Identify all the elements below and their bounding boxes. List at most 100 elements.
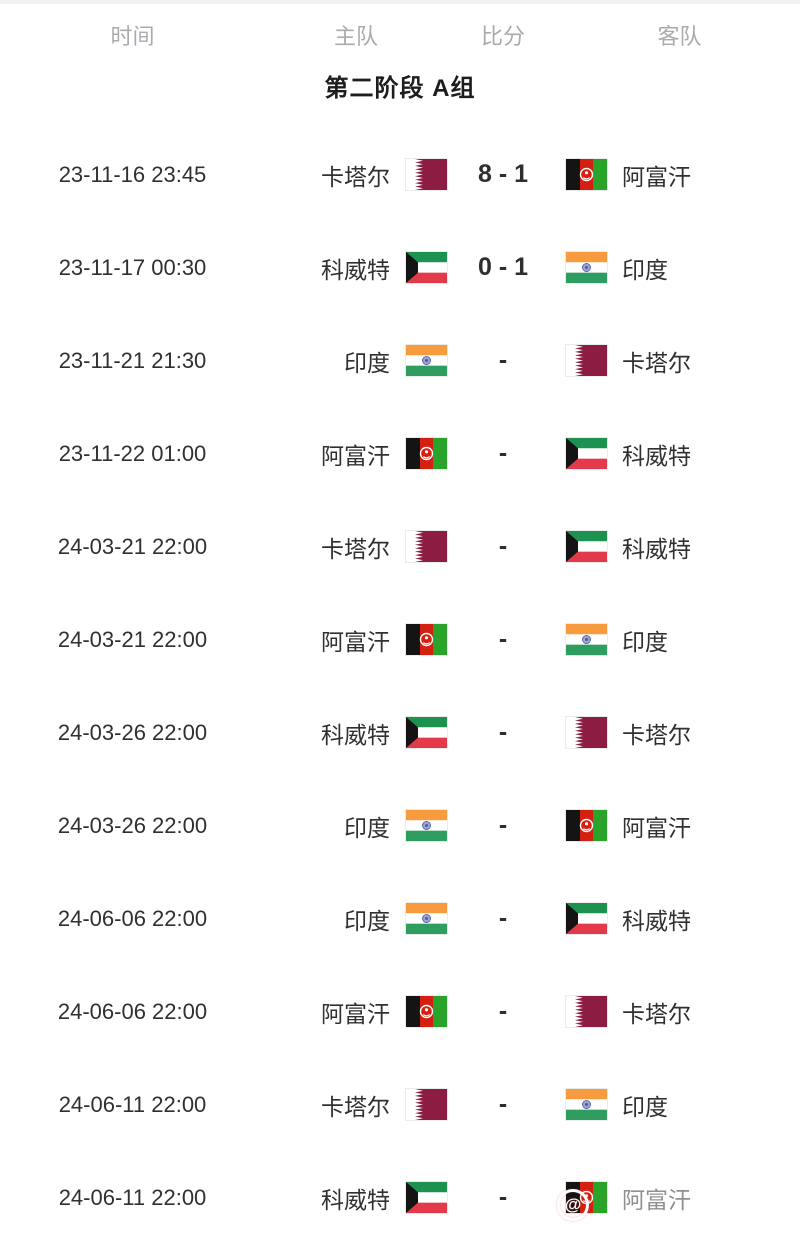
away-team-flag-icon xyxy=(566,159,607,190)
match-time: 23-11-17 00:30 xyxy=(58,254,207,280)
away-team-name: 印度 xyxy=(622,1093,668,1120)
match-time: 23-11-21 21:30 xyxy=(58,347,207,373)
match-score: - xyxy=(498,439,508,467)
home-team-cell: 印度 xyxy=(265,809,447,843)
match-time: 24-03-21 22:00 xyxy=(57,626,208,652)
match-row[interactable]: 24-03-21 22:00 阿富汗 - 印度 xyxy=(0,593,800,686)
away-team-cell: 阿富汗 xyxy=(559,809,800,843)
match-row[interactable]: 23-11-22 01:00 阿富汗 - 科威特 xyxy=(0,407,800,500)
home-team-cell: 科威特 xyxy=(265,716,447,750)
match-row[interactable]: 24-03-21 22:00 卡塔尔 - 科威特 xyxy=(0,500,800,593)
home-team-flag-icon xyxy=(406,996,447,1027)
away-team-flag-icon xyxy=(566,1089,607,1120)
home-team-name: 阿富汗 xyxy=(321,1000,390,1027)
home-team-name: 卡塔尔 xyxy=(321,535,390,562)
match-row[interactable]: 24-06-11 22:00 卡塔尔 - 印度 xyxy=(0,1058,800,1151)
home-team-cell: 印度 xyxy=(265,344,447,378)
away-team-cell: 科威特 xyxy=(559,437,800,471)
match-time: 24-06-11 22:00 xyxy=(58,1091,207,1117)
away-team-name: 科威特 xyxy=(622,907,691,934)
match-row[interactable]: 24-06-11 22:00 科威特 - @ 阿富汗 xyxy=(0,1151,800,1233)
away-team-cell: 印度 xyxy=(559,623,800,657)
away-team-cell: 卡塔尔 xyxy=(559,344,800,378)
match-score: 0 - 1 xyxy=(477,253,529,281)
away-team-flag-icon xyxy=(566,996,607,1027)
match-score: - xyxy=(498,625,508,653)
away-team-name: 卡塔尔 xyxy=(622,721,691,748)
match-score: 8 - 1 xyxy=(477,160,529,188)
match-time: 24-03-21 22:00 xyxy=(57,533,208,559)
home-team-flag-icon xyxy=(406,531,447,562)
away-team-flag-icon xyxy=(566,810,607,841)
home-team-name: 印度 xyxy=(344,814,390,841)
away-team-name: 印度 xyxy=(622,628,668,655)
home-team-flag-icon xyxy=(406,624,447,655)
match-row[interactable]: 24-03-26 22:00 印度 - 阿富汗 xyxy=(0,779,800,872)
away-team-name: 阿富汗 xyxy=(622,814,691,841)
home-team-name: 印度 xyxy=(344,907,390,934)
header-home-label: 主队 xyxy=(333,24,378,49)
home-team-cell: 阿富汗 xyxy=(265,623,447,657)
match-score: - xyxy=(498,1183,508,1211)
away-team-cell: 卡塔尔 xyxy=(559,995,800,1029)
home-team-flag-icon xyxy=(406,903,447,934)
home-team-flag-icon xyxy=(406,345,447,376)
away-team-cell: 阿富汗 xyxy=(559,158,800,192)
home-team-cell: 阿富汗 xyxy=(265,437,447,471)
away-team-flag-icon xyxy=(566,624,607,655)
home-team-cell: 科威特 xyxy=(265,251,447,285)
match-row[interactable]: 24-03-26 22:00 科威特 - 卡塔尔 xyxy=(0,686,800,779)
home-team-cell: 卡塔尔 xyxy=(265,158,447,192)
match-score: - xyxy=(498,718,508,746)
header-score-label: 比分 xyxy=(480,24,525,49)
match-score: - xyxy=(498,811,508,839)
home-team-flag-icon xyxy=(406,717,447,748)
home-team-cell: 卡塔尔 xyxy=(265,1088,447,1122)
home-team-name: 印度 xyxy=(344,349,390,376)
top-strip xyxy=(0,0,800,4)
away-team-flag-icon: @ xyxy=(557,1182,607,1221)
away-team-flag-icon xyxy=(566,717,607,748)
match-row[interactable]: 23-11-21 21:30 印度 - 卡塔尔 xyxy=(0,314,800,407)
home-team-cell: 卡塔尔 xyxy=(265,530,447,564)
match-time: 24-06-06 22:00 xyxy=(57,998,208,1024)
match-row[interactable]: 24-06-06 22:00 印度 - 科威特 xyxy=(0,872,800,965)
home-team-flag-icon xyxy=(406,810,447,841)
home-team-name: 卡塔尔 xyxy=(321,163,390,190)
away-team-cell: 科威特 xyxy=(559,530,800,564)
away-team-name: 卡塔尔 xyxy=(622,1000,691,1027)
match-time: 23-11-22 01:00 xyxy=(58,440,207,466)
home-team-name: 科威特 xyxy=(321,721,390,748)
home-team-name: 科威特 xyxy=(321,1186,390,1213)
home-team-name: 阿富汗 xyxy=(321,442,390,469)
match-time: 23-11-16 23:45 xyxy=(58,161,207,187)
away-team-name: 科威特 xyxy=(622,442,691,469)
match-time: 24-03-26 22:00 xyxy=(57,812,208,838)
match-score: - xyxy=(498,997,508,1025)
match-score: - xyxy=(498,904,508,932)
match-list: 23-11-16 23:45 卡塔尔 8 - 1 阿富汗 23-11-17 00… xyxy=(0,104,800,1233)
header-away-label: 客队 xyxy=(657,24,702,49)
away-team-name: 阿富汗 xyxy=(622,163,691,190)
match-score: - xyxy=(498,1090,508,1118)
away-team-flag-icon xyxy=(566,438,607,469)
home-team-name: 阿富汗 xyxy=(321,628,390,655)
home-team-cell: 印度 xyxy=(265,902,447,936)
home-team-flag-icon xyxy=(406,159,447,190)
home-team-cell: 科威特 xyxy=(265,1181,447,1215)
match-time: 24-03-26 22:00 xyxy=(57,719,208,745)
match-row[interactable]: 23-11-17 00:30 科威特 0 - 1 印度 xyxy=(0,221,800,314)
home-team-flag-icon xyxy=(406,1182,447,1213)
match-row[interactable]: 24-06-06 22:00 阿富汗 - 卡塔尔 xyxy=(0,965,800,1058)
match-score: - xyxy=(498,532,508,560)
away-team-flag-icon xyxy=(566,252,607,283)
home-team-name: 卡塔尔 xyxy=(321,1093,390,1120)
table-header: 时间 主队 比分 客队 xyxy=(0,4,800,66)
match-row[interactable]: 23-11-16 23:45 卡塔尔 8 - 1 阿富汗 xyxy=(0,128,800,221)
away-team-name: 科威特 xyxy=(622,535,691,562)
away-team-flag-icon xyxy=(566,903,607,934)
match-time: 24-06-11 22:00 xyxy=(58,1184,207,1210)
home-team-cell: 阿富汗 xyxy=(265,995,447,1029)
away-team-cell: 科威特 xyxy=(559,902,800,936)
